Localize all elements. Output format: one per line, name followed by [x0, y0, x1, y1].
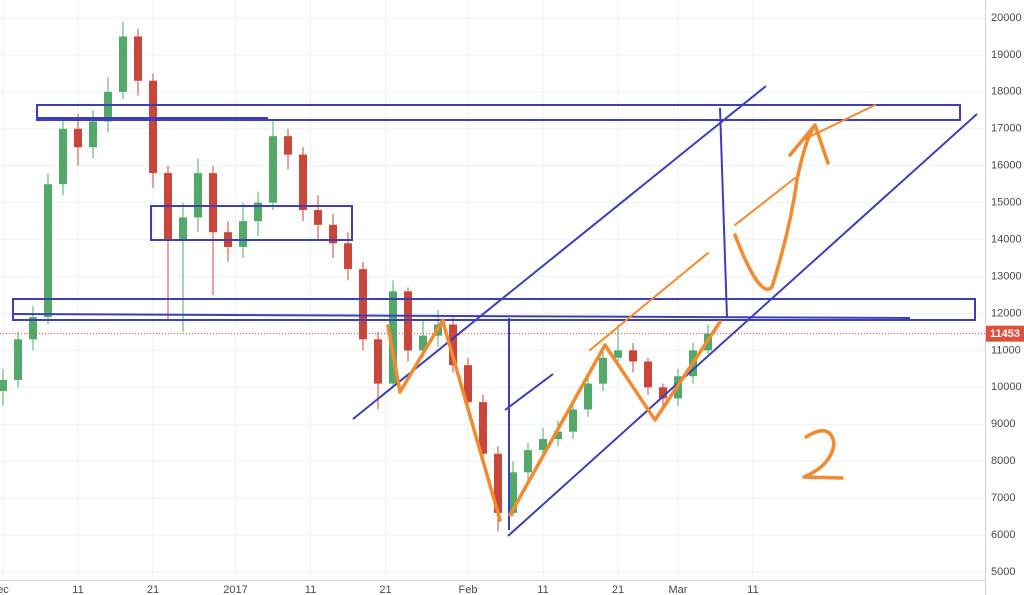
candle-body — [89, 121, 97, 148]
y-tick-label: 9000 — [991, 418, 1015, 430]
trend-line — [504, 373, 554, 411]
trend-line — [507, 113, 978, 537]
candle-body — [209, 173, 217, 233]
candle-body — [644, 361, 652, 388]
y-tick-label: 13000 — [991, 270, 1022, 282]
x-tick-label: 11 — [72, 584, 83, 595]
candle-body — [284, 136, 292, 155]
channel-line — [734, 177, 796, 226]
y-tick-label: 16000 — [991, 160, 1022, 172]
x-tick-label: 21 — [379, 584, 391, 595]
y-tick-label: 14000 — [991, 233, 1022, 245]
x-tick-label: 11 — [305, 584, 316, 595]
candle-body — [539, 439, 547, 451]
candle-body — [29, 317, 37, 340]
y-tick-label: 11000 — [991, 344, 1021, 356]
channel-line — [589, 252, 709, 351]
x-tick-label: 2017 — [223, 584, 247, 595]
candle-body — [359, 269, 367, 340]
candle-body — [479, 402, 487, 454]
x-tick-label: Mar — [669, 584, 688, 595]
candle-body — [584, 383, 592, 410]
candle-body — [299, 154, 307, 211]
y-tick-label: 7000 — [991, 492, 1015, 504]
candle-body — [374, 339, 382, 384]
x-tick-label: 11 — [537, 584, 548, 595]
candle-body — [554, 431, 562, 440]
candle-body — [599, 357, 607, 384]
y-tick-label: 8000 — [991, 455, 1015, 467]
last-price-label: 11453 — [990, 328, 1020, 340]
measure-line — [719, 107, 728, 319]
pattern-line — [386, 318, 722, 522]
candle-body — [419, 335, 427, 351]
candle-body — [44, 184, 52, 318]
x-tick-label: 11 — [747, 584, 758, 595]
candle-body — [329, 224, 337, 244]
candle-body — [569, 409, 577, 432]
candle-body — [524, 450, 532, 473]
projection-arrow — [733, 123, 830, 291]
candle-body — [614, 350, 622, 358]
drawings — [12, 85, 978, 537]
x-tick-label: Feb — [459, 584, 478, 595]
hand-drawn-two — [802, 429, 844, 480]
candle-body — [134, 36, 142, 81]
x-tick-label: 21 — [147, 584, 159, 595]
candle-body — [509, 472, 517, 513]
candle-body — [194, 173, 202, 218]
zone-box — [150, 205, 353, 241]
zone-box — [36, 104, 961, 121]
candle-body — [464, 365, 472, 403]
y-tick-label: 15000 — [991, 197, 1022, 209]
candle-body — [0, 379, 7, 392]
candle-body — [14, 339, 22, 380]
candle-body — [449, 324, 457, 366]
candle-body — [59, 128, 67, 185]
level-line — [12, 313, 911, 319]
candle-body — [314, 210, 322, 225]
y-tick-label: 18000 — [991, 86, 1022, 98]
y-tick-label: 5000 — [991, 566, 1015, 578]
candle-body — [494, 453, 502, 513]
candle-body — [239, 221, 247, 247]
x-tick-label: 21 — [612, 584, 624, 595]
y-tick-label: 10000 — [991, 381, 1022, 393]
x-tick-label: ec — [0, 584, 9, 595]
channel-line — [802, 104, 876, 141]
candle-body — [179, 217, 187, 240]
trend-line — [352, 85, 767, 420]
candle-body — [389, 291, 397, 384]
candle-body — [74, 128, 82, 148]
candle-body — [344, 243, 352, 270]
y-tick-label: 17000 — [991, 123, 1022, 135]
y-tick-label: 6000 — [991, 529, 1015, 541]
candle-body — [629, 350, 637, 362]
candle-body — [254, 202, 262, 222]
y-tick-label: 12000 — [991, 307, 1022, 319]
candle-body — [104, 91, 112, 122]
axes: 5000 6000 7000 8000 9000 10000 11000 12000 13000… — [0, 12, 1024, 595]
y-tick-label: 19000 — [991, 49, 1022, 61]
candle-body — [149, 80, 157, 174]
last-price-box — [986, 325, 1024, 342]
y-tick-label: 20000 — [991, 12, 1022, 24]
candle-body — [659, 387, 667, 399]
candle-body — [119, 36, 127, 92]
zone-box — [12, 298, 976, 321]
candle-body — [269, 136, 277, 203]
